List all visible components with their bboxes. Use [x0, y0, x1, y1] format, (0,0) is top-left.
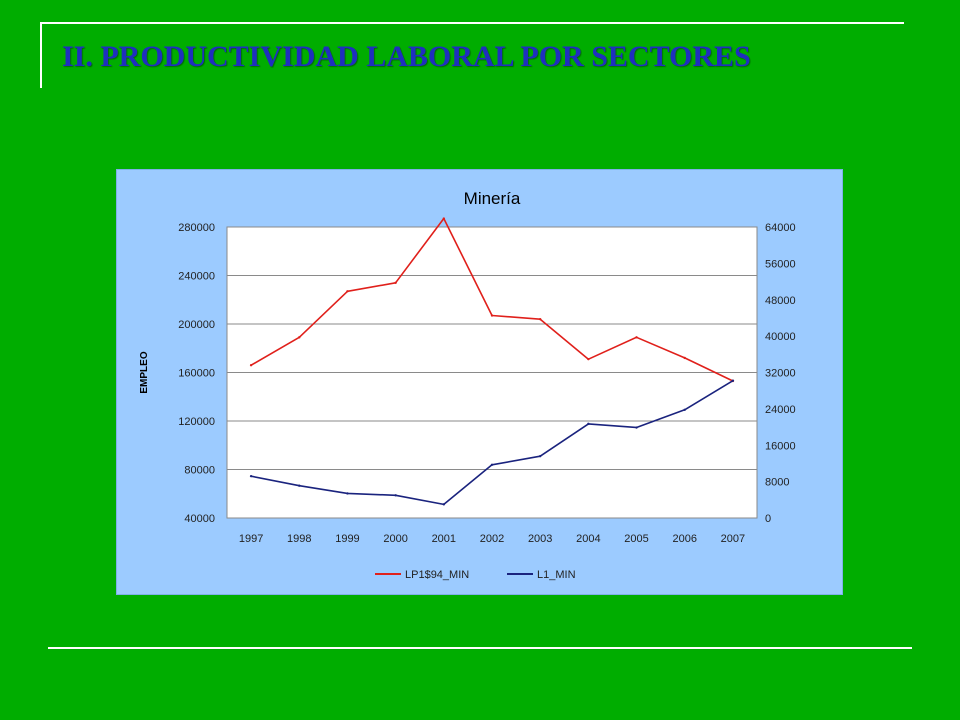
x-tick-label: 2006	[672, 533, 696, 545]
slide-title: II. PRODUCTIVIDAD LABORAL POR SECTORES	[62, 40, 751, 73]
data-point	[394, 494, 397, 497]
data-point	[731, 379, 735, 382]
y-tick-label: 160000	[178, 368, 215, 380]
data-point	[249, 364, 253, 367]
data-point	[683, 408, 686, 411]
x-tick-label: 2007	[721, 533, 745, 545]
left-divider-line	[40, 22, 42, 88]
y2-tick-label: 24000	[765, 404, 796, 416]
y-tick-label: 120000	[178, 416, 215, 428]
data-point	[683, 356, 686, 360]
y-tick-label: 240000	[178, 271, 215, 283]
data-point	[490, 314, 494, 317]
line-chart: Minería400008000012000016000020000024000…	[139, 189, 796, 581]
data-point	[635, 426, 638, 429]
y2-tick-label: 64000	[765, 222, 796, 234]
y2-tick-label: 8000	[765, 477, 789, 489]
x-tick-label: 2005	[624, 533, 648, 545]
data-point	[346, 290, 349, 293]
bottom-divider-line	[48, 647, 912, 649]
y-tick-label: 280000	[178, 222, 215, 234]
data-point	[587, 357, 590, 361]
data-point	[490, 463, 494, 467]
data-point	[442, 503, 446, 506]
data-point	[538, 454, 542, 458]
y-axis-label: EMPLEO	[139, 351, 150, 393]
data-point	[346, 492, 349, 495]
y-tick-label: 40000	[184, 513, 215, 525]
x-tick-label: 1997	[239, 533, 263, 545]
y-tick-label: 200000	[178, 319, 215, 331]
y2-tick-label: 16000	[765, 440, 796, 452]
top-divider-line	[40, 22, 904, 24]
chart-title: Minería	[464, 189, 521, 208]
y2-tick-label: 48000	[765, 295, 796, 307]
y2-tick-label: 40000	[765, 331, 796, 343]
data-point	[442, 217, 446, 220]
legend-label: LP1$94_MIN	[405, 569, 469, 581]
x-tick-label: 1998	[287, 533, 311, 545]
x-tick-label: 2002	[480, 533, 504, 545]
x-tick-label: 2001	[432, 533, 456, 545]
x-tick-label: 1999	[335, 533, 359, 545]
data-point	[249, 474, 253, 478]
y2-tick-label: 0	[765, 513, 771, 525]
data-point	[538, 317, 542, 321]
data-point	[635, 336, 638, 339]
x-tick-label: 2004	[576, 533, 600, 545]
chart-container: Minería 40000 80000 120000 160000 200000 24000…	[116, 169, 843, 595]
data-point	[298, 336, 301, 339]
y2-tick-label: 32000	[765, 368, 796, 380]
x-tick-label: 2000	[383, 533, 407, 545]
data-point	[394, 281, 397, 284]
x-tick-label: 2003	[528, 533, 552, 545]
data-point	[298, 484, 301, 487]
y-tick-label: 80000	[184, 465, 215, 477]
legend-label: L1_MIN	[537, 569, 576, 581]
data-point	[587, 422, 590, 426]
y2-tick-label: 56000	[765, 258, 796, 270]
